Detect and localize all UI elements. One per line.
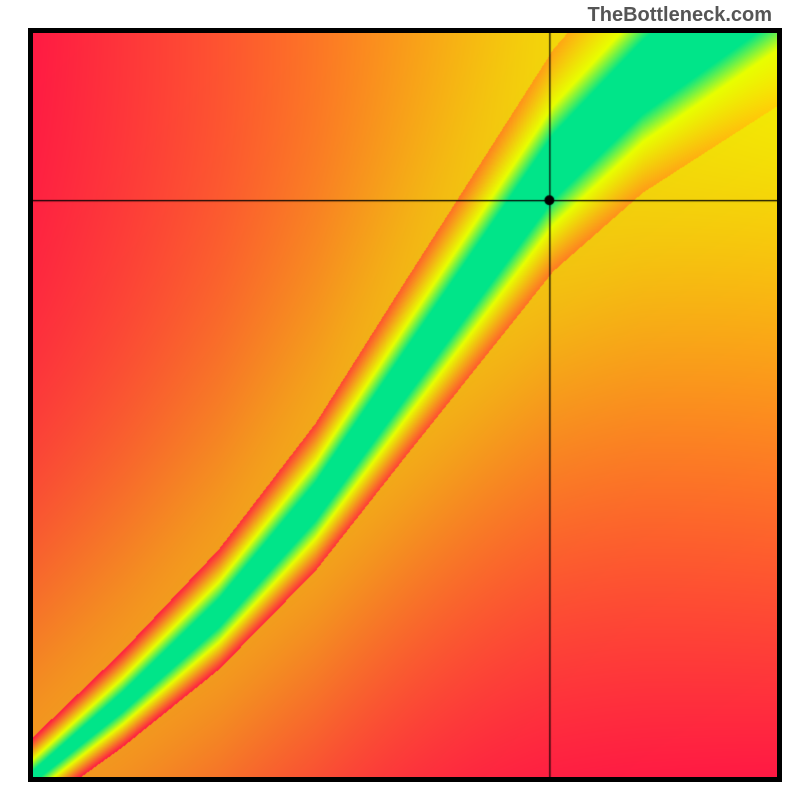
watermark-text: TheBottleneck.com bbox=[588, 4, 772, 27]
heatmap-canvas bbox=[33, 33, 777, 777]
bottleneck-heatmap bbox=[28, 28, 782, 782]
